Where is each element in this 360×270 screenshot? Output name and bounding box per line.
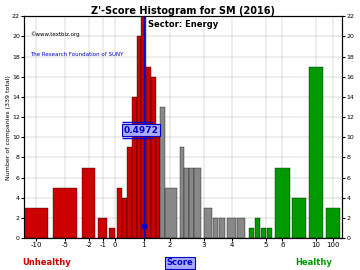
Bar (261, 228, 266, 238)
Bar (213, 218, 218, 238)
Bar (53, 188, 77, 238)
Bar (151, 77, 156, 238)
Bar (275, 167, 290, 238)
Bar (249, 228, 254, 238)
Bar (180, 147, 184, 238)
Bar (98, 218, 107, 238)
Bar (267, 228, 272, 238)
Text: Unhealthy: Unhealthy (22, 258, 71, 267)
Bar (189, 167, 194, 238)
Bar (117, 188, 122, 238)
Bar (228, 218, 236, 238)
Bar (325, 208, 340, 238)
Bar (141, 16, 146, 238)
Text: The Research Foundation of SUNY: The Research Foundation of SUNY (31, 52, 124, 57)
Bar (203, 208, 212, 238)
Bar (136, 36, 141, 238)
Bar (184, 167, 189, 238)
Bar (127, 147, 132, 238)
Bar (165, 188, 177, 238)
Bar (109, 228, 115, 238)
Text: ©www.textbiz.org: ©www.textbiz.org (31, 32, 80, 38)
Y-axis label: Number of companies (339 total): Number of companies (339 total) (5, 75, 10, 180)
Bar (219, 218, 225, 238)
Title: Z'-Score Histogram for SM (2016): Z'-Score Histogram for SM (2016) (91, 6, 275, 16)
Bar (146, 67, 151, 238)
Text: Score: Score (167, 258, 193, 267)
Bar (122, 198, 127, 238)
Bar (194, 167, 201, 238)
Bar (24, 208, 48, 238)
Bar (255, 218, 260, 238)
Bar (309, 67, 323, 238)
Text: 0.4972: 0.4972 (123, 126, 158, 135)
Text: Healthy: Healthy (295, 258, 332, 267)
Bar (81, 167, 95, 238)
Bar (237, 218, 246, 238)
Bar (292, 198, 306, 238)
Bar (132, 97, 136, 238)
Bar (156, 137, 161, 238)
Text: Sector: Energy: Sector: Energy (148, 20, 218, 29)
Bar (161, 107, 165, 238)
